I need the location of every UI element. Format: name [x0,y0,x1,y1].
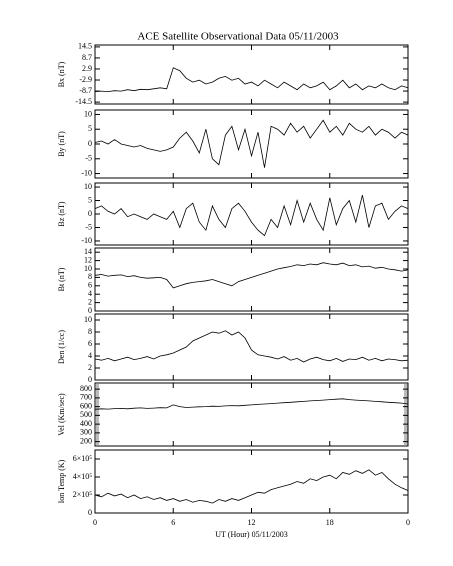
y-tick-label: 0 [88,209,92,218]
y-tick-label: 10 [84,182,92,191]
data-line [94,195,409,237]
y-tick-label: 2×10⁵ [73,490,93,499]
data-line [94,398,409,410]
y-tick-label: 400 [80,419,92,428]
y-tick-label: 8 [88,327,92,336]
y-tick-label: -5 [85,154,92,163]
y-tick-label: 0 [88,375,92,384]
data-line [94,119,409,168]
y-tick-label: 4 [88,289,92,298]
x-tick-label: 6 [171,518,175,527]
y-tick-label: 4 [88,351,92,360]
y-tick-label: 300 [80,428,92,437]
data-line [94,330,409,363]
y-tick-label: 500 [80,410,92,419]
y-tick-label: 2 [88,363,92,372]
y-tick-label: -2.9 [79,75,92,84]
y-tick-label: 10 [84,264,92,273]
y-tick-label: 10 [84,109,92,118]
data-gap [404,384,408,445]
y-tick-label: 2 [88,297,92,306]
y-tick-label: 2.9 [82,64,92,73]
y-tick-label: 6×10⁵ [73,454,93,463]
y-tick-label: 800 [80,384,92,393]
y-tick-label: 4×10⁵ [73,472,93,481]
y-tick-label: 10 [84,315,92,324]
y-axis-label: Bt (nT) [57,267,66,291]
chart-title: ACE Satellite Observational Data 05/11/2… [137,31,339,43]
y-tick-label: 0 [88,306,92,315]
data-gap [96,384,99,445]
y-tick-label: 8 [88,272,92,281]
y-tick-label: 600 [80,401,92,410]
y-tick-label: 5 [88,124,92,133]
x-axis-label: UT (Hour) 05/11/2003 [215,530,287,539]
y-tick-label: 6 [88,281,92,290]
y-axis-label: Bz (nT) [57,201,66,226]
y-tick-label: 5 [88,195,92,204]
y-tick-label: 700 [80,393,92,402]
y-axis-label: Vel (Km/sec) [57,393,66,436]
y-axis-label: Bx (nT) [57,61,66,87]
y-tick-label: 12 [84,255,92,264]
y-tick-label: -5 [85,222,92,231]
y-tick-label: 0 [88,139,92,148]
x-tick-label: 0 [93,518,97,527]
data-line [94,469,409,504]
x-tick-label: 18 [326,518,334,527]
y-tick-label: 200 [80,436,92,445]
y-tick-label: 14.5 [78,42,92,51]
y-axis-label: By (nT) [57,131,66,157]
y-axis-label: Ion Temp (K) [57,459,66,503]
y-tick-label: 6 [88,339,92,348]
x-tick-label: 12 [248,518,256,527]
y-tick-label: 14 [84,247,92,256]
y-tick-label: -10 [81,168,92,177]
y-tick-label: -14.5 [75,97,92,106]
data-line [94,262,409,289]
y-tick-label: -8.7 [79,86,92,95]
y-tick-label: 8.7 [82,53,92,62]
data-line [94,67,409,93]
y-tick-label: -10 [81,236,92,245]
y-tick-label: 0 [88,508,92,517]
y-axis-label: Den (1/cc) [57,330,66,364]
x-tick-label: 0 [406,518,410,527]
